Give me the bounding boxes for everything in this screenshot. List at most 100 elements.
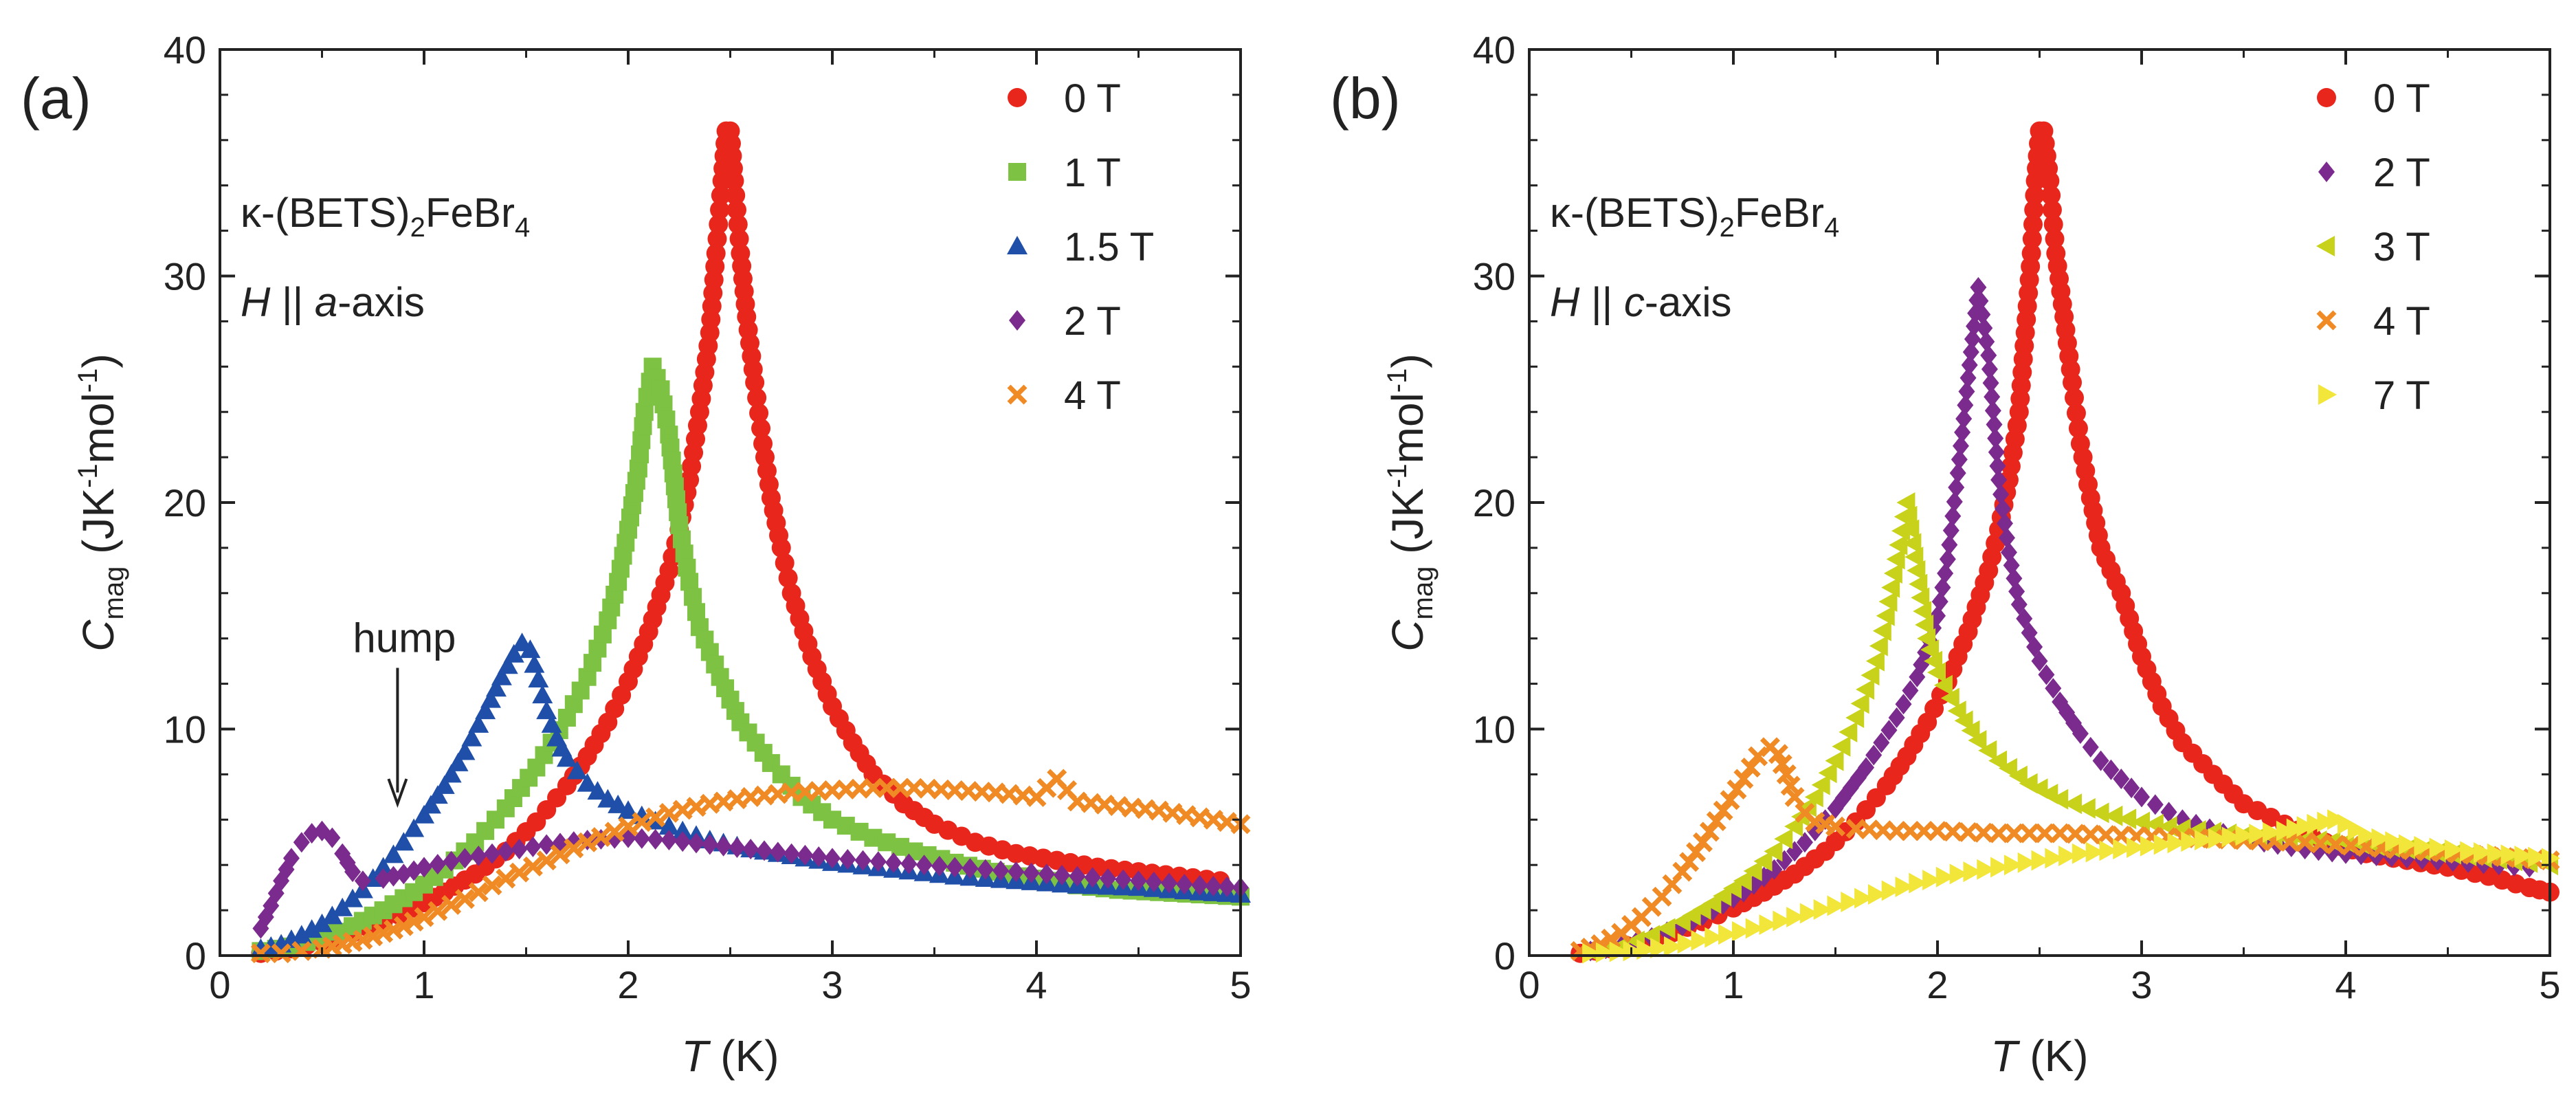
data-point — [1917, 628, 1936, 649]
data-point — [2195, 829, 2214, 850]
data-point — [2123, 778, 2140, 799]
data-point — [332, 897, 353, 916]
data-point — [2263, 822, 2282, 843]
data-point — [1988, 750, 2008, 771]
data-point — [1952, 435, 1969, 456]
data-point — [745, 373, 765, 393]
data-point — [271, 943, 291, 964]
data-point — [2444, 839, 2463, 860]
data-point — [727, 200, 747, 220]
y-tick-label: 0 — [185, 934, 206, 978]
data-point — [2092, 750, 2109, 771]
data-point — [1191, 874, 1208, 896]
data-point — [751, 419, 771, 439]
data-point — [2058, 846, 2078, 867]
data-point — [1888, 707, 1905, 729]
data-point — [1656, 918, 1676, 939]
data-point — [726, 186, 746, 206]
y-tick-label: 10 — [1473, 708, 1515, 751]
data-point — [1745, 918, 1764, 939]
data-point — [2347, 819, 2366, 841]
x-tick-label: 2 — [617, 963, 639, 1006]
data-point — [977, 859, 994, 880]
chart-panel-a: 0 1 2 3 4 5 0 10 20 30 40 T (K) Cmag (JK-1mol-1) (a) κ… — [21, 28, 1252, 1081]
x-tick-label: 5 — [2539, 963, 2560, 1006]
data-point — [1944, 505, 1962, 527]
data-point — [1909, 573, 1928, 595]
data-point — [2065, 824, 2085, 844]
data-point — [1774, 828, 1793, 850]
data-point — [1872, 620, 1891, 641]
data-point — [503, 643, 524, 663]
data-point — [383, 844, 404, 863]
data-point — [414, 907, 434, 927]
data-point — [520, 639, 541, 659]
data-point — [2153, 834, 2173, 855]
data-point — [2041, 186, 2061, 206]
data-point — [2235, 825, 2254, 846]
data-point — [2031, 650, 2048, 672]
data-point — [1964, 329, 1981, 350]
data-point — [590, 827, 611, 848]
data-point — [354, 870, 371, 892]
data-point — [536, 850, 557, 871]
legend-label: 4 T — [1064, 373, 1121, 418]
data-point — [2338, 813, 2356, 835]
data-point — [749, 403, 769, 423]
data-point — [672, 800, 693, 820]
data-point — [1881, 880, 1900, 901]
data-point — [2025, 186, 2045, 206]
legend-label: 7 T — [2373, 373, 2430, 418]
data-point — [1949, 463, 1966, 484]
data-point — [2118, 808, 2137, 830]
data-point — [1733, 870, 1752, 892]
y-tick-label: 30 — [164, 255, 206, 298]
data-point — [511, 839, 528, 860]
data-point — [524, 654, 545, 673]
data-point — [1915, 614, 1934, 635]
y-tick-label: 20 — [164, 481, 206, 525]
data-point — [1958, 381, 1975, 402]
data-point — [885, 852, 902, 873]
data-point — [1976, 318, 1993, 339]
data-point — [528, 669, 549, 688]
data-point — [654, 395, 673, 414]
data-point — [2045, 229, 2065, 249]
data-point — [1641, 925, 1661, 946]
data-point — [1713, 885, 1732, 907]
data-point — [1922, 870, 1942, 891]
series-2-t — [252, 820, 1249, 939]
data-point — [1804, 786, 1823, 808]
data-point — [1990, 470, 2008, 491]
data-point — [1691, 930, 1710, 951]
data-point — [293, 832, 310, 853]
y-tick-label: 10 — [164, 708, 206, 751]
data-point — [687, 603, 705, 621]
data-point — [482, 875, 502, 896]
legend-marker — [2316, 310, 2337, 331]
data-point — [1650, 938, 1669, 959]
data-point — [1992, 484, 2010, 505]
data-point — [2045, 848, 2064, 869]
data-point — [1895, 694, 1912, 715]
data-point — [2208, 828, 2227, 849]
data-point — [854, 850, 871, 871]
data-point — [1780, 775, 1801, 796]
data-point — [2317, 811, 2336, 833]
legend-marker — [2316, 236, 2335, 256]
data-point — [2017, 852, 2036, 873]
y-tick-label: 20 — [1473, 481, 1515, 525]
data-point — [1764, 841, 1783, 862]
data-point — [597, 789, 619, 808]
data-point — [674, 831, 691, 852]
x-axis-title: T (K) — [1990, 1031, 2088, 1081]
data-point — [2160, 802, 2177, 823]
legend-marker — [1007, 384, 1028, 405]
data-point — [556, 748, 577, 767]
data-point — [707, 229, 727, 249]
legend-label: 4 T — [2373, 299, 2430, 344]
data-point — [1981, 358, 1998, 379]
data-point — [1084, 867, 1101, 888]
data-point — [657, 410, 676, 429]
data-point — [1898, 505, 1918, 527]
